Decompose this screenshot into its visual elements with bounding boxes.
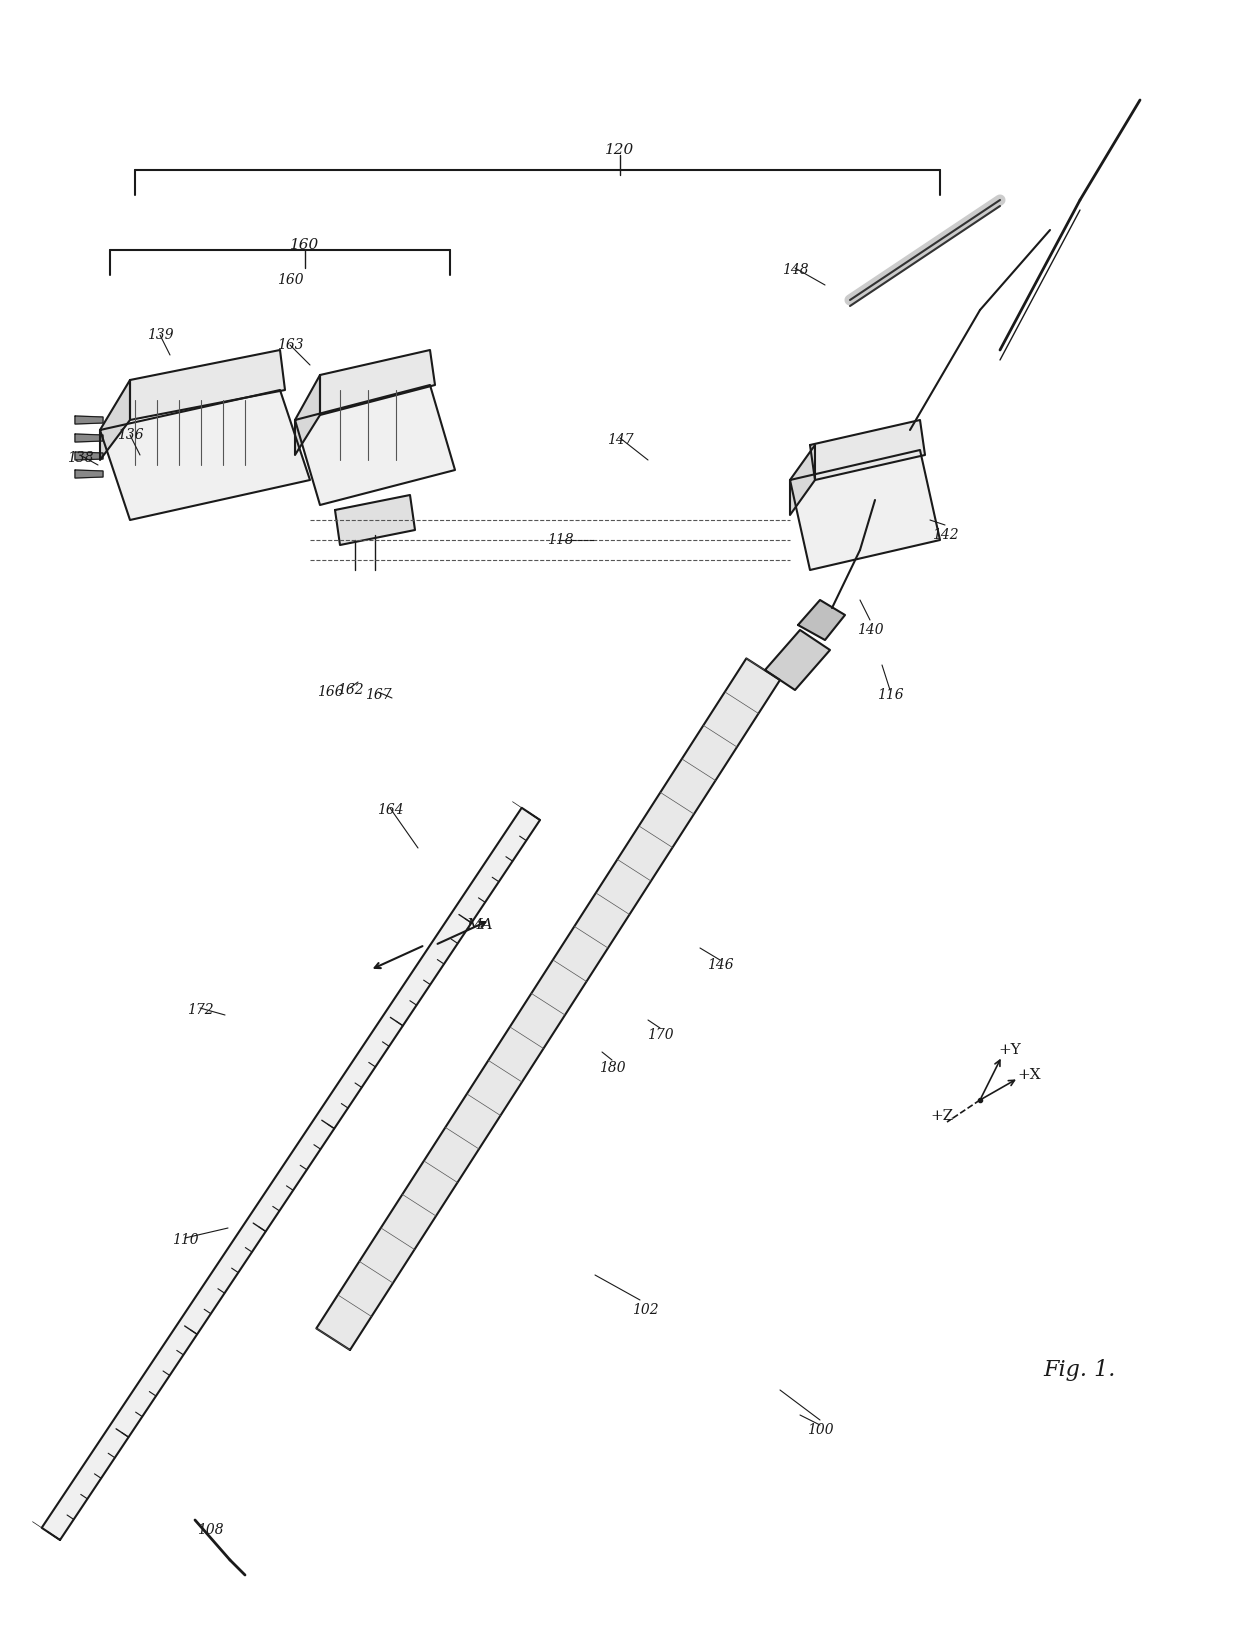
Text: 146: 146 xyxy=(707,958,733,971)
Polygon shape xyxy=(74,469,103,477)
Text: 172: 172 xyxy=(187,1002,213,1017)
Text: 110: 110 xyxy=(171,1233,198,1248)
Text: 163: 163 xyxy=(277,338,304,352)
Text: MA: MA xyxy=(466,917,494,932)
Polygon shape xyxy=(790,450,940,571)
Polygon shape xyxy=(799,600,844,639)
Text: 142: 142 xyxy=(931,528,959,541)
Text: Fig. 1.: Fig. 1. xyxy=(1044,1359,1116,1382)
Polygon shape xyxy=(130,350,285,420)
Polygon shape xyxy=(295,374,320,455)
Polygon shape xyxy=(765,629,830,690)
Text: 166: 166 xyxy=(316,685,343,700)
Text: 138: 138 xyxy=(67,451,93,464)
Text: 167: 167 xyxy=(365,688,392,701)
Text: 160: 160 xyxy=(277,273,304,288)
Text: 116: 116 xyxy=(877,688,903,701)
Polygon shape xyxy=(316,659,780,1351)
Text: 160: 160 xyxy=(290,239,320,252)
Polygon shape xyxy=(335,495,415,544)
Text: 164: 164 xyxy=(377,803,403,818)
Text: +Y: +Y xyxy=(998,1043,1022,1058)
Polygon shape xyxy=(295,384,455,505)
Text: 136: 136 xyxy=(117,428,144,441)
Text: 100: 100 xyxy=(807,1422,833,1437)
Polygon shape xyxy=(100,391,310,520)
Polygon shape xyxy=(320,350,435,415)
Text: 118: 118 xyxy=(547,533,573,548)
Text: +X: +X xyxy=(1017,1068,1040,1082)
Text: 180: 180 xyxy=(599,1061,625,1074)
Text: 140: 140 xyxy=(857,623,883,638)
Text: 108: 108 xyxy=(197,1522,223,1537)
Text: 102: 102 xyxy=(631,1303,658,1318)
Text: 147: 147 xyxy=(606,433,634,446)
Polygon shape xyxy=(74,451,103,459)
Text: 148: 148 xyxy=(781,263,808,276)
Polygon shape xyxy=(810,420,925,481)
Polygon shape xyxy=(42,808,539,1540)
Text: 139: 139 xyxy=(146,329,174,342)
Text: 120: 120 xyxy=(605,142,635,157)
Polygon shape xyxy=(790,445,815,515)
Text: 170: 170 xyxy=(647,1028,673,1041)
Polygon shape xyxy=(100,379,130,459)
Polygon shape xyxy=(74,415,103,423)
Text: +Z: +Z xyxy=(930,1110,954,1123)
Polygon shape xyxy=(74,433,103,441)
Text: 162: 162 xyxy=(337,683,363,697)
